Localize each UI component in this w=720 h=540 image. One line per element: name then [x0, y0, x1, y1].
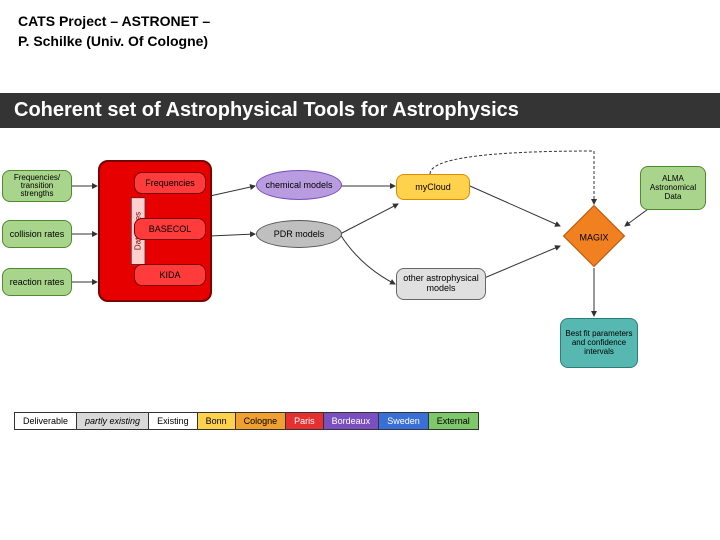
db-frequencies-label: Frequencies [145, 178, 195, 188]
pdr-models: PDR models [256, 220, 342, 248]
magix: MAGIX [563, 205, 625, 267]
input-collision: collision rates [2, 220, 72, 248]
legend-partly: partly existing [77, 413, 149, 429]
db-basecol-label: BASECOL [149, 224, 192, 234]
header-line2: P. Schilke (Univ. Of Cologne) [18, 32, 702, 52]
db-kida: KIDA [134, 264, 206, 286]
input-frequencies-label: Frequencies/ transition strengths [7, 174, 67, 198]
magix-label: MAGIX [572, 216, 616, 260]
legend-sweden: Sweden [379, 413, 429, 429]
mycloud: myCloud [396, 174, 470, 200]
alma-label: ALMA Astronomical Data [645, 175, 701, 201]
other-models: other astrophysical models [396, 268, 486, 300]
legend-deliverable: Deliverable [15, 413, 77, 429]
slide-header: CATS Project – ASTRONET – P. Schilke (Un… [0, 0, 720, 63]
title-text: Coherent set of Astrophysical Tools for … [14, 99, 519, 121]
legend-bordeaux: Bordeaux [324, 413, 380, 429]
mycloud-label: myCloud [415, 182, 451, 192]
legend-cologne: Cologne [236, 413, 287, 429]
input-frequencies: Frequencies/ transition strengths [2, 170, 72, 202]
legend-external: External [429, 413, 478, 429]
input-reaction: reaction rates [2, 268, 72, 296]
legend-bonn: Bonn [198, 413, 236, 429]
input-reaction-label: reaction rates [10, 277, 65, 287]
db-kida-label: KIDA [159, 270, 180, 280]
title-bar: Coherent set of Astrophysical Tools for … [0, 93, 720, 128]
header-line1: CATS Project – ASTRONET – [18, 12, 702, 32]
legend-existing: Existing [149, 413, 198, 429]
db-frequencies: Frequencies [134, 172, 206, 194]
chemical-models-label: chemical models [265, 180, 332, 190]
pdr-models-label: PDR models [274, 229, 325, 239]
chemical-models: chemical models [256, 170, 342, 200]
alma-data: ALMA Astronomical Data [640, 166, 706, 210]
input-collision-label: collision rates [10, 229, 65, 239]
databases-container: Databases Frequencies BASECOL KIDA [98, 160, 212, 302]
legend-paris: Paris [286, 413, 324, 429]
best-fit: Best fit parameters and confidence inter… [560, 318, 638, 368]
best-fit-label: Best fit parameters and confidence inter… [565, 330, 633, 356]
db-basecol: BASECOL [134, 218, 206, 240]
other-models-label: other astrophysical models [401, 274, 481, 294]
legend: Deliverable partly existing Existing Bon… [14, 412, 479, 430]
flow-diagram: Frequencies/ transition strengths collis… [0, 146, 720, 376]
